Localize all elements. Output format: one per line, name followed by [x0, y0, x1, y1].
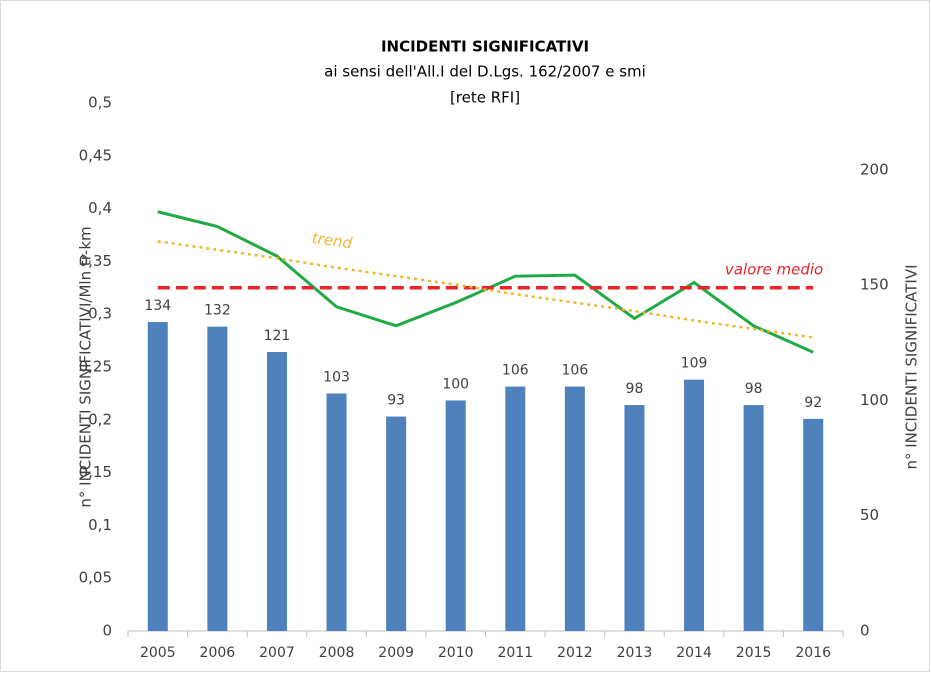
y2-tick-label: 100: [860, 391, 889, 409]
data-label: 100: [442, 376, 469, 392]
data-label: 93: [387, 393, 405, 409]
x-tick-label: 2007: [259, 645, 295, 661]
x-tick-label: 2010: [438, 645, 474, 661]
data-label: 132: [204, 303, 231, 319]
data-label: 98: [626, 381, 644, 397]
y-tick-label: 0,5: [88, 94, 112, 112]
y-tick-label: 0,1: [88, 516, 112, 534]
data-label: 106: [562, 363, 589, 379]
data-label: 109: [681, 356, 708, 372]
y2-tick-label: 50: [860, 506, 879, 524]
y-tick-label: 0,25: [79, 358, 112, 376]
x-tick-label: 2008: [319, 645, 355, 661]
x-tick-label: 2011: [497, 645, 533, 661]
bar: [147, 322, 168, 631]
bar: [743, 405, 764, 631]
data-label: 98: [745, 381, 763, 397]
data-label: 121: [264, 328, 291, 344]
y-tick-label: 0,35: [79, 252, 112, 270]
data-label: 103: [323, 370, 350, 386]
data-label: 92: [804, 395, 822, 411]
series-annotation: trend: [311, 229, 354, 253]
y-axis-label: n° INCIDENTI SIGNIFICATIVI/Mln tr-km: [77, 226, 95, 507]
chart-subtitle: ai sensi dell'All.I del D.Lgs. 162/2007 …: [324, 63, 646, 81]
x-tick-label: 2014: [676, 645, 712, 661]
x-tick-label: 2006: [200, 645, 236, 661]
y-tick-label: 0,3: [88, 305, 112, 323]
data-label: 134: [144, 298, 171, 314]
data-label: 106: [502, 363, 529, 379]
y2-tick-label: 0: [860, 622, 870, 640]
x-tick-label: 2013: [617, 645, 653, 661]
chart-subtitle: [rete RFI]: [450, 89, 520, 107]
bar: [624, 405, 645, 631]
bar: [266, 352, 287, 631]
chart-title: INCIDENTI SIGNIFICATIVI: [381, 38, 589, 56]
y-tick-label: 0,2: [88, 410, 112, 428]
bar: [326, 393, 347, 631]
x-tick-label: 2015: [736, 645, 772, 661]
x-tick-label: 2009: [378, 645, 414, 661]
bar: [803, 418, 824, 631]
x-tick-label: 2005: [140, 645, 176, 661]
x-tick-label: 2012: [557, 645, 593, 661]
y-tick-label: 0,4: [88, 199, 112, 217]
y2-tick-label: 150: [860, 276, 889, 294]
bar: [445, 400, 466, 631]
line-series: [157, 240, 814, 339]
bar: [207, 326, 228, 631]
bar: [386, 416, 407, 631]
bar: [564, 386, 585, 631]
y-tick-label: 0,05: [79, 569, 112, 587]
bar: [684, 379, 705, 631]
y2-tick-label: 200: [860, 160, 889, 178]
series-annotation: valore medio: [725, 260, 823, 278]
y-tick-label: 0: [102, 622, 112, 640]
x-tick-label: 2016: [795, 645, 831, 661]
y-tick-label: 0,45: [79, 146, 112, 164]
y2-axis-label: n° INCIDENTI SIGNIFICATIVI: [903, 264, 921, 469]
bar: [505, 386, 526, 631]
y-tick-label: 0,15: [79, 463, 112, 481]
